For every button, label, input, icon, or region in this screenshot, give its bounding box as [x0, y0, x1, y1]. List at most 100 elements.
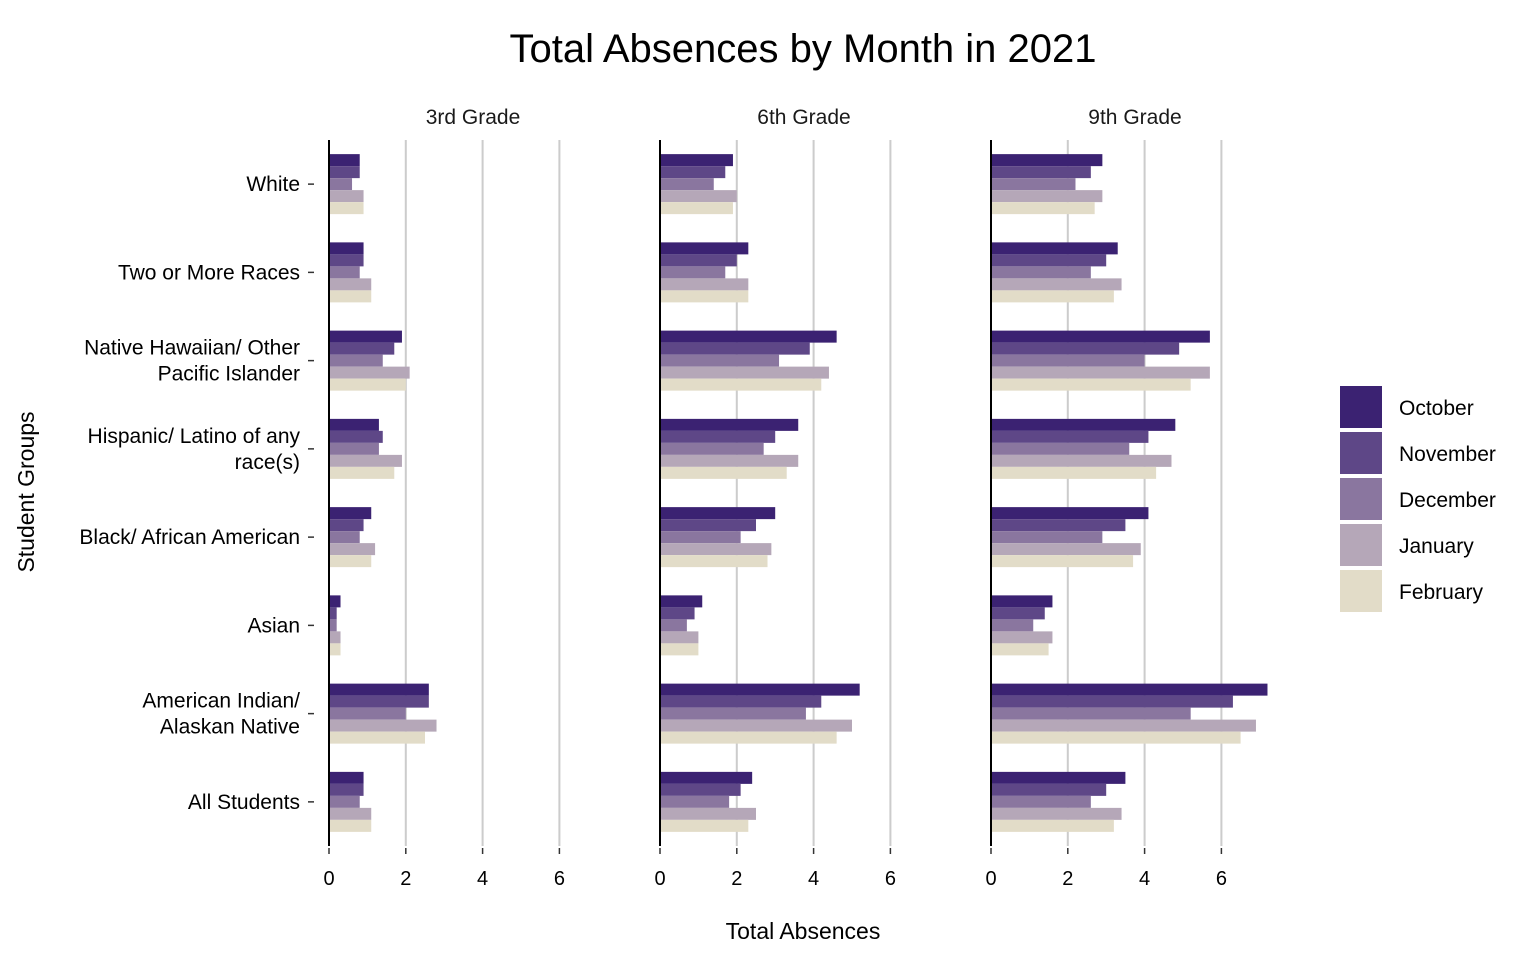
bar-january	[329, 543, 376, 556]
bar-november	[991, 519, 1126, 532]
bar-december	[329, 266, 360, 279]
legend-swatch-november	[1340, 432, 1382, 474]
bar-january	[991, 719, 1256, 732]
bar-january	[329, 631, 341, 644]
bar-february	[329, 202, 364, 215]
bar-january	[991, 807, 1122, 820]
bar-february	[329, 819, 372, 832]
bar-february	[660, 555, 768, 568]
bar-december	[329, 795, 360, 808]
bar-december	[329, 442, 379, 455]
bar-november	[991, 166, 1091, 179]
bar-november	[329, 783, 364, 796]
bar-february	[329, 731, 425, 744]
legend-swatch-february	[1340, 570, 1382, 612]
bar-december	[991, 266, 1091, 279]
x-tick-label: 2	[400, 868, 411, 890]
bar-december	[660, 442, 764, 455]
bar-october	[660, 771, 753, 784]
bar-october	[660, 683, 860, 696]
bar-october	[660, 330, 837, 343]
bar-november	[991, 254, 1107, 267]
category-label: Black/ African American	[79, 526, 300, 549]
bar-february	[991, 819, 1114, 832]
bar-february	[329, 290, 372, 303]
bar-february	[329, 643, 341, 656]
bar-january	[991, 454, 1172, 467]
bar-november	[329, 342, 395, 355]
legend-swatch-december	[1340, 478, 1382, 520]
bar-december	[660, 707, 806, 720]
legend-label: December	[1399, 489, 1496, 512]
bar-december	[991, 707, 1191, 720]
bar-december	[660, 531, 741, 544]
x-tick-label: 2	[1062, 868, 1073, 890]
bar-january	[991, 366, 1210, 379]
bar-november	[329, 519, 364, 532]
legend-label: October	[1399, 397, 1474, 420]
bar-december	[991, 442, 1130, 455]
x-tick-label: 6	[1216, 868, 1227, 890]
bar-january	[329, 454, 402, 467]
bar-october	[329, 330, 402, 343]
bar-october	[991, 771, 1126, 784]
bar-february	[991, 378, 1191, 391]
bar-november	[660, 166, 726, 179]
bar-november	[991, 342, 1180, 355]
bar-november	[991, 430, 1149, 443]
bar-february	[991, 466, 1157, 479]
bar-january	[329, 807, 372, 820]
bar-november	[329, 607, 337, 620]
bar-january	[660, 543, 772, 556]
bar-november	[329, 166, 360, 179]
legend-label: February	[1399, 581, 1484, 604]
bar-october	[329, 242, 364, 255]
x-tick-label: 2	[731, 868, 742, 890]
category-labels: All Students American Indian/Alaskan Nati…	[79, 173, 314, 814]
bar-october	[660, 242, 749, 255]
bar-february	[991, 202, 1095, 215]
category-label: Native Hawaiian/ Other Pacific Islander	[84, 337, 300, 386]
bar-january	[660, 190, 737, 203]
bar-january	[660, 454, 799, 467]
x-axis-title: Total Absences	[726, 918, 881, 944]
legend-swatch-october	[1340, 386, 1382, 428]
bar-october	[991, 595, 1053, 608]
bar-february	[660, 378, 822, 391]
bar-january	[991, 631, 1053, 644]
bar-october	[991, 330, 1210, 343]
legend-swatch-january	[1340, 524, 1382, 566]
x-tick-label: 4	[808, 868, 819, 890]
bar-february	[991, 555, 1134, 568]
bar-february	[660, 466, 787, 479]
bar-january	[660, 807, 756, 820]
x-tick-label: 6	[554, 868, 565, 890]
bar-january	[329, 366, 410, 379]
category-label: American Indian/Alaskan Native	[142, 690, 300, 739]
facet-panels: 3rd Grade 0 2 4 6 6th Grade 0 2 4 6 9th Grade 0 2 4 6	[323, 106, 1268, 890]
bar-december	[660, 266, 726, 279]
bar-february	[660, 731, 837, 744]
category-label: Two or More Races	[118, 261, 300, 284]
bar-december	[991, 178, 1076, 191]
bar-december	[991, 619, 1034, 632]
category-label: White	[246, 173, 300, 196]
bar-january	[660, 278, 749, 291]
bar-november	[329, 254, 364, 267]
bar-january	[329, 190, 364, 203]
bar-january	[991, 190, 1103, 203]
bar-december	[329, 531, 360, 544]
bar-november	[660, 342, 810, 355]
bar-january	[329, 278, 372, 291]
bar-december	[991, 795, 1091, 808]
facet-3: 9th Grade 0 2 4 6	[985, 106, 1268, 890]
x-tick-label: 0	[654, 868, 665, 890]
bar-february	[991, 643, 1049, 656]
bar-january	[660, 366, 829, 379]
bar-october	[660, 595, 703, 608]
x-tick-label: 4	[1139, 868, 1150, 890]
x-tick-label: 6	[885, 868, 896, 890]
bar-october	[991, 507, 1149, 520]
bar-february	[991, 731, 1241, 744]
